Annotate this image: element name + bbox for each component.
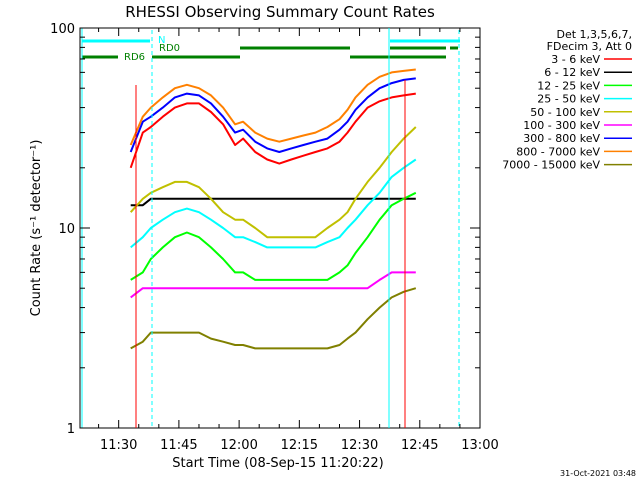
series-line-2: [130, 191, 417, 281]
x-tick-label-4: 12:30: [341, 438, 378, 453]
series-line-7: [129, 68, 416, 146]
legend-label-3: 25 - 50 keV: [537, 93, 600, 106]
legend-label-4: 50 - 100 keV: [530, 106, 600, 119]
legend-label-2: 12 - 25 keV: [537, 79, 600, 92]
axes-layer: 11:30 11:45 12:00 12:15 12:30 12:45 13:00 1 10 10…: [50, 22, 499, 453]
y-axis-label: Count Rate (s⁻¹ detector⁻¹): [29, 140, 44, 317]
x-tick-label-5: 12:45: [401, 438, 438, 453]
flag-rd6-label: RD6: [124, 52, 145, 63]
plot-frame: [79, 27, 481, 429]
flag-rd0-label: RD0: [159, 43, 180, 54]
series-line-8: [130, 287, 417, 350]
x-tick-label-3: 12:15: [281, 438, 318, 453]
series-line-6: [129, 77, 416, 153]
x-tick-label-0: 11:30: [100, 438, 137, 453]
legend-label-8: 7000 - 15000 keV: [502, 159, 600, 172]
legend-label-7: 800 - 7000 keV: [516, 145, 600, 158]
series-layer: [129, 68, 417, 350]
series-line-0: [129, 92, 416, 169]
vertical-markers: [81, 28, 460, 428]
legend-header-line-2: FDecim 3, Att 0: [547, 40, 632, 53]
legend: Det 1,3,5,6,7, FDecim 3, Att 0 3 - 6 keV…: [502, 28, 632, 172]
series-line-5: [130, 271, 416, 299]
x-tick-label-2: 12:00: [220, 438, 257, 453]
x-tick-label-6: 13:00: [461, 438, 498, 453]
flag-n-label: N: [158, 35, 165, 46]
legend-header-line-1: Det 1,3,5,6,7,: [556, 28, 632, 41]
legend-label-5: 100 - 300 keV: [523, 119, 600, 132]
chart-title: RHESSI Observing Summary Count Rates: [125, 3, 435, 21]
series-line-4: [129, 126, 417, 239]
series-line-3: [130, 158, 417, 249]
legend-label-6: 300 - 800 keV: [523, 132, 600, 145]
series-line-1: [130, 197, 416, 207]
legend-label-1: 6 - 12 keV: [544, 66, 600, 79]
x-axis-label: Start Time (08-Sep-15 11:20:22): [172, 456, 383, 471]
flags-layer: N RD0 RD6: [82, 35, 460, 63]
y-tick-label-0: 1: [67, 422, 75, 437]
legend-label-0: 3 - 6 keV: [551, 53, 600, 66]
y-tick-label-2: 100: [50, 22, 75, 37]
x-tick-label-1: 11:45: [160, 438, 197, 453]
y-tick-label-1: 10: [58, 222, 75, 237]
timestamp: 31-Oct-2021 03:48: [560, 469, 636, 478]
